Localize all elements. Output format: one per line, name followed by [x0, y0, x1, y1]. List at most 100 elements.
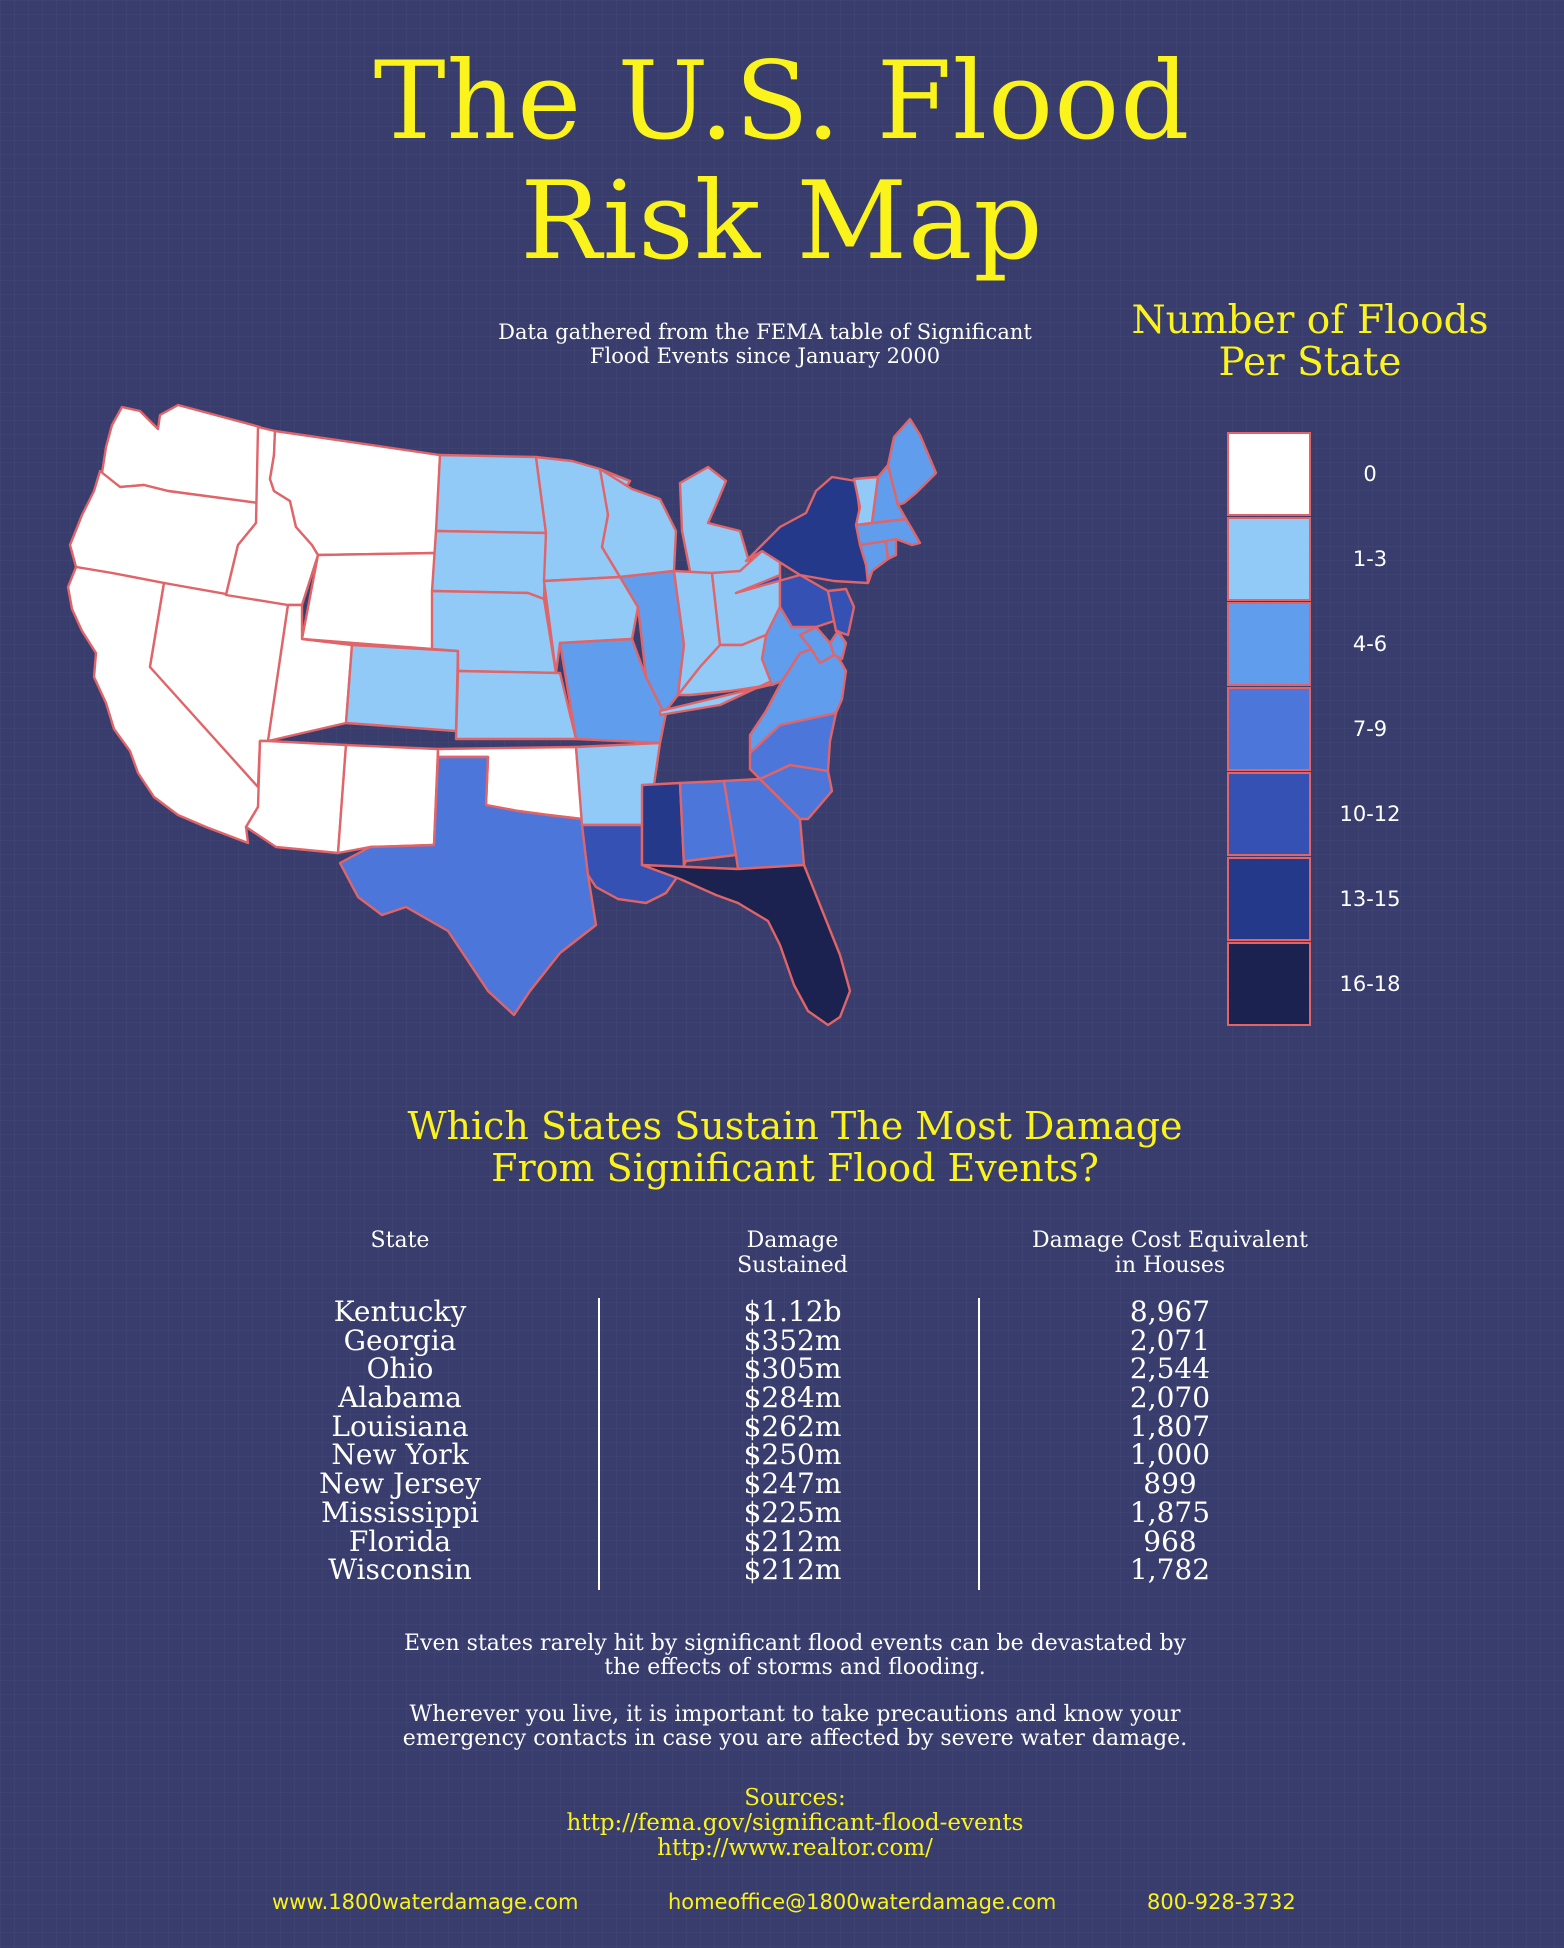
table-cell-damage: $352m — [743, 1323, 842, 1357]
table-cell-damage: $247m — [743, 1467, 842, 1501]
legend-title-line: Per State — [1218, 340, 1402, 385]
section-title-line: Which States Sustain The Most Damage — [407, 1104, 1183, 1148]
table-cell-damage: $212m — [743, 1524, 842, 1558]
legend-swatch — [1227, 772, 1311, 856]
table-cell-houses: 2,070 — [1129, 1381, 1211, 1415]
header-state-text: State — [370, 1228, 430, 1253]
section-title-line: From Significant Flood Events? — [491, 1146, 1099, 1190]
table-cell-state: Georgia — [343, 1323, 457, 1357]
note-paragraph: Wherever you live, it is important to ta… — [300, 1703, 1290, 1751]
table-cell-state: Louisiana — [331, 1409, 469, 1443]
table-cell-houses: 2,544 — [1129, 1352, 1211, 1386]
header-damage: Damage Sustained — [670, 1228, 915, 1278]
table-cell-damage: $212m — [743, 1553, 842, 1587]
state-az — [244, 739, 348, 855]
table-cell-houses: 899 — [1143, 1467, 1197, 1501]
houses-column: 8,967 2,071 2,544 2,070 1,807 1,000 899 1,875 96… — [1020, 1295, 1320, 1587]
state-wy — [300, 551, 438, 651]
state-mi — [678, 465, 752, 595]
state-sd — [430, 529, 548, 601]
legend-label: 10-12 — [1339, 802, 1401, 826]
legend-label: 4-6 — [1352, 632, 1388, 656]
legend-swatch — [1227, 687, 1311, 771]
legend-swatch — [1227, 857, 1311, 941]
state-ks — [454, 669, 578, 741]
table-cell-houses: 1,807 — [1129, 1409, 1211, 1443]
table-cell-damage: $1.12b — [743, 1295, 842, 1328]
legend-label: 7-9 — [1352, 717, 1388, 741]
note-line: the effects of storms and flooding. — [604, 1655, 986, 1680]
page-title: The U.S. Flood Risk Map — [0, 42, 1564, 282]
note-line: Even states rarely hit by significant fl… — [404, 1631, 1186, 1656]
note-line: emergency contacts in case you are affec… — [402, 1726, 1188, 1751]
state-ri — [884, 537, 898, 561]
note-line: Wherever you live, it is important to ta… — [409, 1702, 1181, 1727]
section-title: Which States Sustain The Most Damage Fro… — [300, 1105, 1290, 1189]
legend-title: Number of Floods Per State — [1110, 300, 1510, 384]
table-cell-houses: 1,000 — [1129, 1438, 1211, 1472]
table-cell-state: Mississippi — [321, 1495, 479, 1529]
state-al — [678, 779, 738, 867]
table-cell-state: Ohio — [366, 1352, 434, 1386]
state-fl — [640, 863, 852, 1027]
table-cell-state: Florida — [348, 1524, 452, 1558]
header-state: State — [300, 1228, 500, 1253]
table-cell-state: Wisconsin — [328, 1553, 472, 1587]
state-nj — [826, 587, 856, 637]
state-ms — [640, 781, 686, 875]
sources-label: Sources: — [744, 1785, 846, 1811]
state-nh — [870, 463, 908, 525]
table-cell-houses: 2,071 — [1129, 1323, 1211, 1357]
column-divider — [978, 1298, 980, 1590]
source-link[interactable]: http://fema.gov/significant-flood-events — [566, 1810, 1024, 1836]
header-houses: Damage Cost Equivalent in Houses — [1000, 1228, 1340, 1278]
title-line: Risk Map — [520, 159, 1044, 284]
table-cell-state: New Jersey — [319, 1467, 481, 1501]
state-md — [798, 625, 836, 665]
table-cell-houses: 1,782 — [1129, 1553, 1211, 1587]
footer-email-link[interactable]: homeoffice@1800waterdamage.com — [668, 1890, 1057, 1914]
subtitle-line: Data gathered from the FEMA table of Sig… — [498, 320, 1032, 344]
header-houses-line: Damage Cost Equivalent — [1032, 1228, 1308, 1253]
legend-label: 13-15 — [1339, 887, 1401, 911]
us-flood-map — [66, 403, 938, 1027]
legend-title-line: Number of Floods — [1131, 298, 1489, 343]
footer-phone[interactable]: 800-928-3732 — [1147, 1890, 1296, 1914]
state-ma — [854, 517, 922, 547]
header-damage-line: Sustained — [737, 1253, 848, 1278]
subtitle-line: Flood Events since January 2000 — [589, 344, 941, 368]
source-link[interactable]: http://www.realtor.com/ — [657, 1835, 933, 1861]
table-cell-state: Alabama — [338, 1381, 462, 1415]
state-vt — [852, 475, 880, 527]
legend-label: 1-3 — [1352, 547, 1388, 571]
header-houses-line: in Houses — [1114, 1253, 1226, 1278]
legend-label: 0 — [1363, 462, 1377, 486]
header-damage-line: Damage — [746, 1228, 839, 1253]
note-paragraph: Even states rarely hit by significant fl… — [300, 1632, 1290, 1680]
state-tx — [338, 755, 598, 1017]
footer-website-link[interactable]: www.1800waterdamage.com — [272, 1890, 579, 1914]
table-cell-houses: 968 — [1143, 1524, 1197, 1558]
table-cell-damage: $262m — [743, 1409, 842, 1443]
state-nm — [336, 743, 440, 855]
state-me — [886, 417, 938, 507]
state-column: Kentucky Georgia Ohio Alabama Louisiana New Y… — [250, 1295, 550, 1587]
column-divider — [598, 1298, 600, 1590]
damage-column: $1.12b $352m $305m $284m $262m $250m $247m $225… — [670, 1295, 915, 1587]
table-cell-damage: $284m — [743, 1381, 842, 1415]
table-cell-houses: 8,967 — [1129, 1295, 1211, 1328]
sources: Sources: http://fema.gov/significant-flo… — [400, 1786, 1190, 1861]
state-co — [344, 643, 460, 733]
state-wi — [598, 467, 678, 579]
table-cell-damage: $250m — [743, 1438, 842, 1472]
table-cell-state: New York — [331, 1438, 469, 1472]
legend-swatch — [1227, 517, 1311, 601]
legend-label: 16-18 — [1339, 972, 1401, 996]
table-cell-damage: $305m — [743, 1352, 842, 1386]
title-line: The U.S. Flood — [373, 39, 1191, 164]
legend-swatch — [1227, 432, 1311, 516]
table-cell-state: Kentucky — [333, 1295, 467, 1328]
state-nd — [434, 453, 548, 535]
table-cell-damage: $225m — [743, 1495, 842, 1529]
legend-swatch — [1227, 602, 1311, 686]
